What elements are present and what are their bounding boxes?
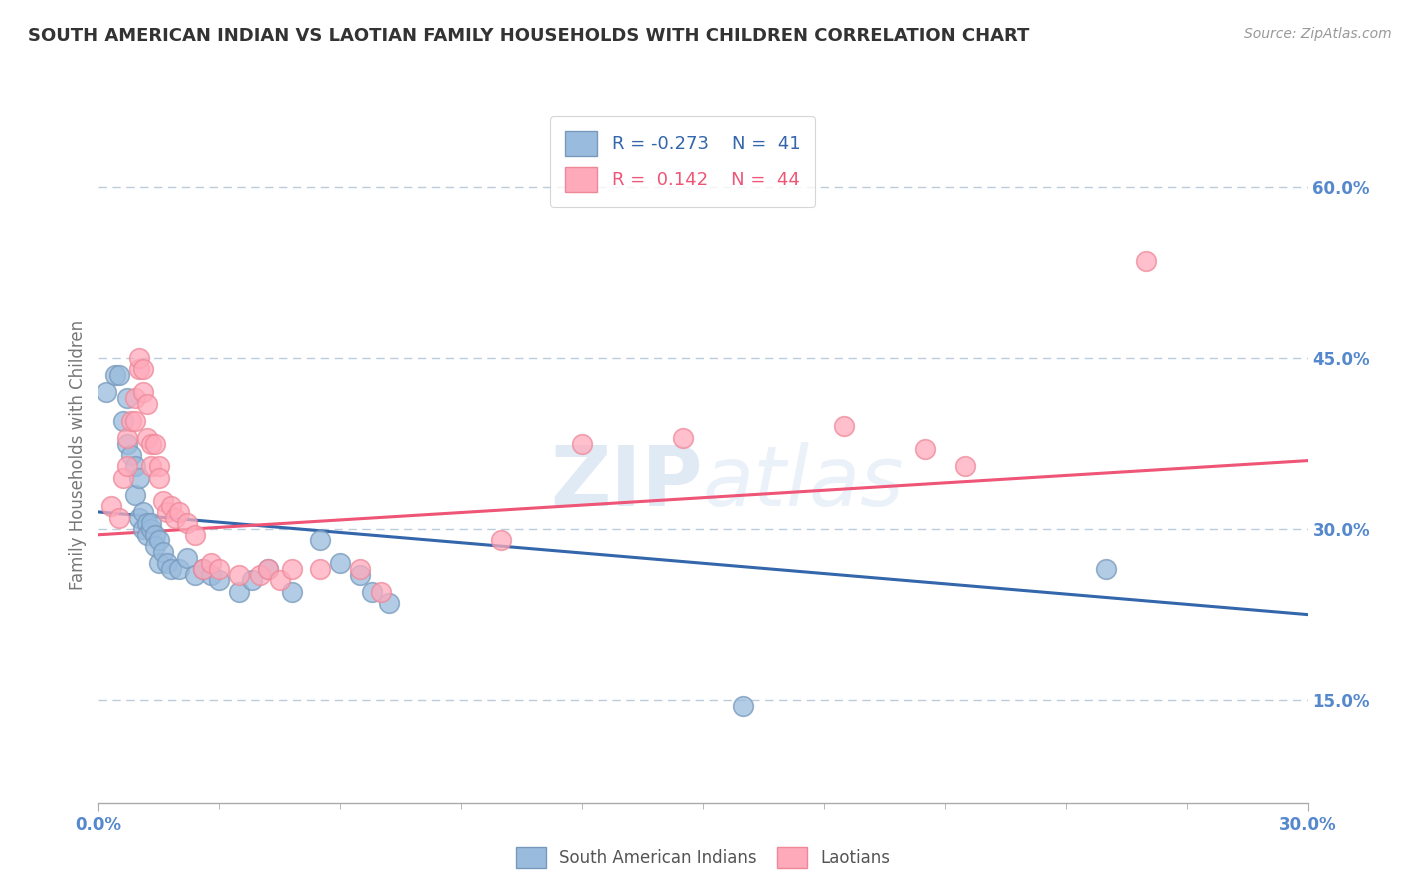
Point: [115, 391, 138, 405]
Point: [832, 419, 855, 434]
Point: [135, 431, 157, 445]
Point: [1135, 254, 1157, 268]
Point: [377, 596, 399, 610]
Point: [148, 533, 170, 548]
Point: [124, 414, 146, 428]
Point: [124, 488, 146, 502]
Point: [132, 505, 155, 519]
Point: [733, 698, 755, 713]
Point: [953, 459, 976, 474]
Point: [167, 505, 190, 519]
Point: [132, 522, 155, 536]
Point: [329, 556, 352, 570]
Point: [193, 562, 215, 576]
Point: [135, 396, 157, 410]
Point: [200, 567, 222, 582]
Point: [160, 562, 183, 576]
Point: [200, 556, 222, 570]
Point: [152, 545, 174, 559]
Point: [96, 385, 118, 400]
Point: [249, 567, 271, 582]
Point: [184, 528, 207, 542]
Point: [167, 562, 190, 576]
Point: [124, 391, 146, 405]
Point: [361, 584, 384, 599]
Point: [152, 493, 174, 508]
Point: [143, 528, 166, 542]
Point: [309, 562, 332, 576]
Point: [256, 562, 278, 576]
Point: [100, 500, 122, 514]
Point: [128, 362, 150, 376]
Point: [120, 448, 142, 462]
Point: [193, 562, 215, 576]
Point: [132, 385, 155, 400]
Point: [143, 436, 166, 450]
Point: [281, 562, 304, 576]
Point: [111, 471, 134, 485]
Point: [672, 431, 695, 445]
Point: [309, 533, 332, 548]
Point: [281, 584, 304, 599]
Legend: South American Indians, Laotians: South American Indians, Laotians: [509, 841, 897, 874]
Point: [120, 414, 142, 428]
Point: [111, 414, 134, 428]
Text: SOUTH AMERICAN INDIAN VS LAOTIAN FAMILY HOUSEHOLDS WITH CHILDREN CORRELATION CHA: SOUTH AMERICAN INDIAN VS LAOTIAN FAMILY …: [28, 27, 1029, 45]
Point: [115, 436, 138, 450]
Point: [269, 574, 291, 588]
Point: [132, 362, 155, 376]
Point: [139, 459, 162, 474]
Point: [107, 510, 129, 524]
Text: atlas: atlas: [703, 442, 904, 524]
Point: [148, 459, 170, 474]
Text: Source: ZipAtlas.com: Source: ZipAtlas.com: [1244, 27, 1392, 41]
Point: [176, 550, 198, 565]
Point: [124, 459, 146, 474]
Point: [208, 562, 231, 576]
Point: [148, 471, 170, 485]
Y-axis label: Family Households with Children: Family Households with Children: [69, 320, 87, 590]
Point: [148, 556, 170, 570]
Point: [228, 584, 250, 599]
Point: [184, 567, 207, 582]
Point: [156, 505, 179, 519]
Point: [163, 510, 186, 524]
Point: [115, 431, 138, 445]
Point: [139, 516, 162, 531]
Point: [160, 500, 183, 514]
Point: [135, 528, 157, 542]
Point: [349, 562, 371, 576]
Point: [491, 533, 513, 548]
Point: [349, 567, 371, 582]
Point: [156, 556, 179, 570]
Point: [240, 574, 263, 588]
Point: [176, 516, 198, 531]
Point: [135, 516, 157, 531]
Point: [370, 584, 392, 599]
Point: [571, 436, 593, 450]
Point: [139, 436, 162, 450]
Point: [115, 459, 138, 474]
Point: [208, 574, 231, 588]
Point: [914, 442, 936, 457]
Point: [139, 522, 162, 536]
Point: [128, 510, 150, 524]
Point: [256, 562, 278, 576]
Point: [143, 539, 166, 553]
Point: [1095, 562, 1118, 576]
Text: ZIP: ZIP: [551, 442, 703, 524]
Point: [128, 351, 150, 365]
Point: [228, 567, 250, 582]
Point: [107, 368, 129, 382]
Point: [128, 471, 150, 485]
Point: [103, 368, 125, 382]
